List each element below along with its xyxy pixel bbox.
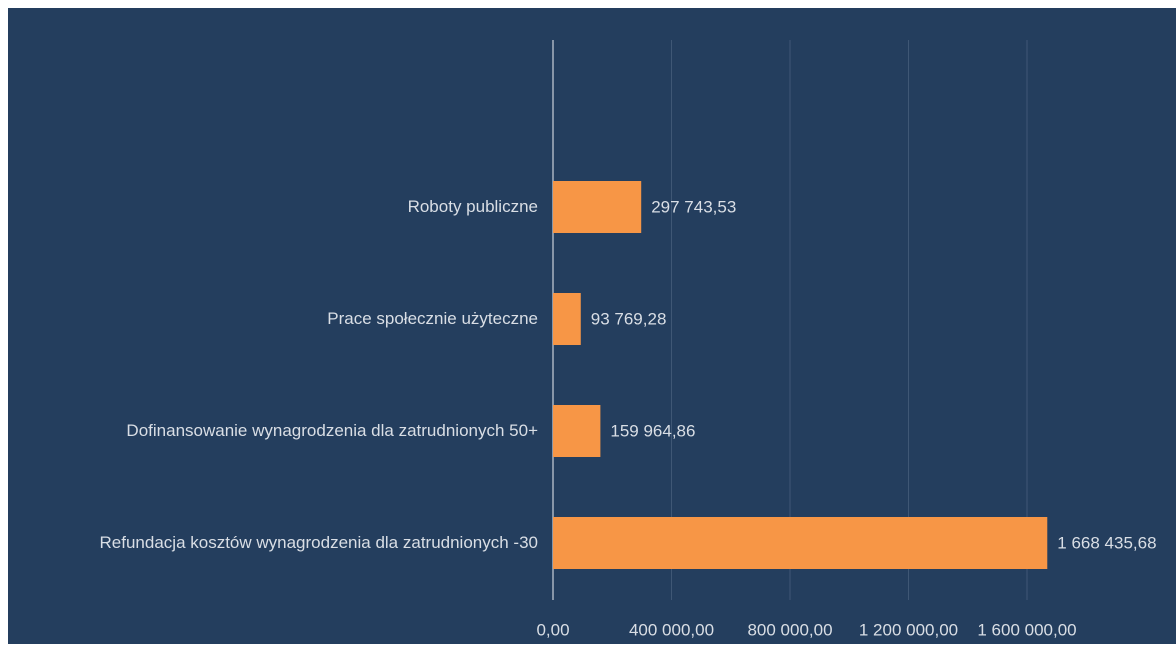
- y-tick-label: Refundacja kosztów wynagrodzenia dla zat…: [99, 533, 538, 552]
- data-label: 159 964,86: [610, 421, 695, 440]
- x-tick-label: 1 200 000,00: [859, 620, 958, 639]
- bar: [553, 293, 581, 345]
- data-label: 93 769,28: [591, 309, 667, 328]
- y-tick-label: Prace społecznie użyteczne: [327, 309, 538, 328]
- category-label-box: Dofinansowanie wynagrodzenia dla zatrudn…: [10, 391, 538, 471]
- x-tick-label: 400 000,00: [629, 620, 714, 639]
- bar: [553, 405, 601, 457]
- data-label: 297 743,53: [651, 197, 736, 216]
- x-tick-label: 0,00: [536, 620, 569, 639]
- bar: [553, 517, 1048, 569]
- x-tick-label: 800 000,00: [747, 620, 832, 639]
- category-label-box: Refundacja kosztów wynagrodzenia dla zat…: [10, 503, 538, 583]
- y-tick-label: Dofinansowanie wynagrodzenia dla zatrudn…: [126, 421, 538, 440]
- category-label-box: Prace społecznie użyteczne: [10, 279, 538, 359]
- bar: [553, 181, 642, 233]
- category-label-box: Roboty publiczne: [10, 167, 538, 247]
- x-tick-label: 1 600 000,00: [977, 620, 1076, 639]
- data-label: 1 668 435,68: [1057, 533, 1156, 552]
- y-tick-label: Roboty publiczne: [407, 197, 538, 216]
